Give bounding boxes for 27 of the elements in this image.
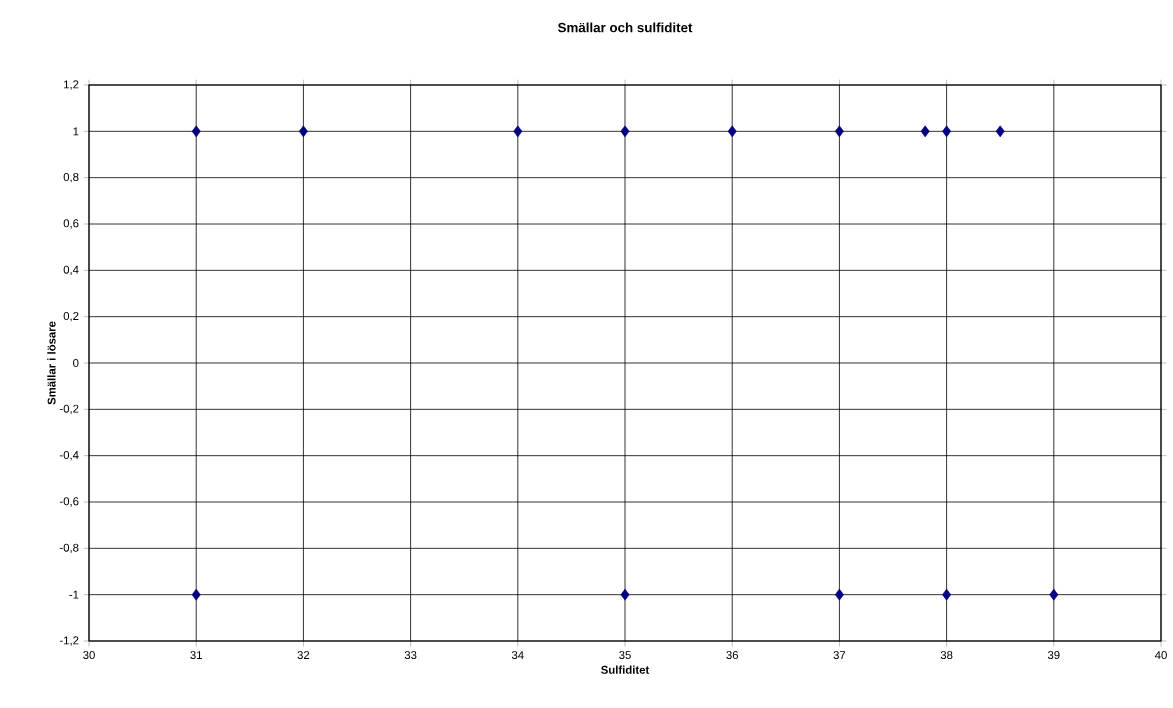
y-tick-label: 1	[73, 127, 79, 136]
y-tick-label: 0,4	[63, 265, 79, 276]
x-tick-label: 32	[297, 651, 310, 660]
x-tick-label: 34	[511, 651, 524, 660]
x-tick-label: 40	[1154, 651, 1167, 660]
x-tick-label: 39	[1047, 651, 1060, 660]
y-tick-label: 0	[73, 359, 79, 368]
y-tick-label: 0,2	[63, 312, 79, 322]
x-axis-title: Sulfiditet	[601, 665, 650, 674]
chart-title: Smällar och sulfiditet	[557, 22, 693, 33]
y-tick-label: -0,8	[59, 543, 79, 554]
x-tick-label: 30	[83, 651, 95, 660]
y-tick-label: -1,2	[59, 636, 79, 646]
y-tick-label: -0,2	[59, 404, 79, 415]
x-tick-label: 37	[833, 651, 846, 660]
x-tick-label: 38	[940, 651, 953, 660]
y-tick-label: -1	[69, 590, 79, 599]
x-tick-label: 31	[190, 651, 202, 660]
y-axis-title: Smällar i lösare	[47, 321, 56, 405]
y-tick-label: -0,4	[59, 450, 79, 461]
x-tick-label: 33	[404, 651, 417, 660]
y-tick-label: -0,6	[59, 497, 79, 507]
y-tick-label: 0,6	[63, 219, 79, 229]
y-tick-label: 1,2	[64, 80, 79, 90]
y-tick-label: 0,8	[63, 173, 79, 183]
x-tick-label: 36	[726, 651, 739, 660]
x-tick-label: 35	[619, 651, 631, 660]
